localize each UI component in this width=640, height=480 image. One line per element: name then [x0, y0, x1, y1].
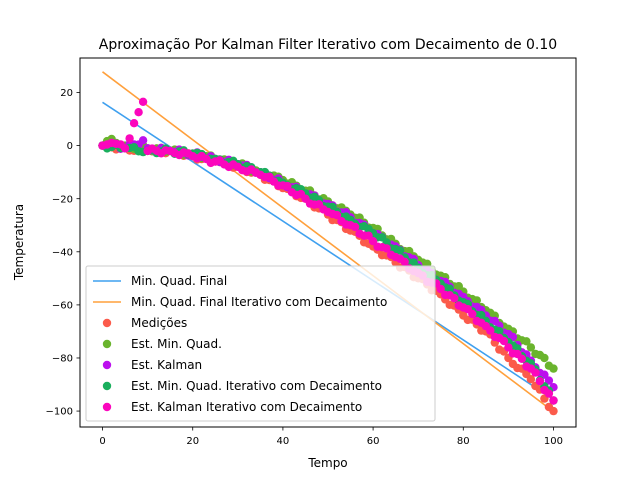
scatter-point: [495, 327, 504, 336]
scatter-point: [504, 343, 513, 352]
x-tick-label: 60: [367, 436, 380, 447]
y-tick-label: 20: [60, 88, 73, 99]
y-tick-label: −20: [52, 194, 73, 205]
legend-label: Est. Kalman: [131, 358, 202, 372]
scatter-point: [549, 406, 558, 416]
scatter-point: [535, 377, 545, 386]
scatter-point: [526, 375, 536, 384]
legend-label: Min. Quad. Final Iterativo com Decaiment…: [131, 295, 387, 309]
scatter-point: [549, 364, 558, 373]
y-axis: 20 0 −20 −40 −60 −80 −100: [46, 88, 80, 418]
line-series-2: [102, 71, 554, 413]
y-axis-label: Temperatura: [12, 204, 26, 281]
chart-title: Aproximação Por Kalman Filter Iterativo …: [99, 37, 557, 53]
legend-label: Min. Quad. Final: [131, 274, 227, 288]
scatter-point: [138, 136, 148, 145]
x-tick-label: 80: [457, 436, 470, 447]
legend-marker-swatch: [102, 318, 112, 328]
scatter-point: [549, 396, 558, 405]
legend-box: [85, 265, 436, 422]
scatter-point: [134, 108, 143, 117]
scatter-point: [531, 368, 540, 377]
scatter-point: [445, 284, 454, 293]
scatter-point: [522, 337, 531, 346]
legend: Min. Quad. Final Min. Quad. Final Iterati…: [85, 265, 436, 422]
scatter-point: [540, 353, 549, 363]
y-tick-label: 0: [67, 141, 73, 152]
scatter-point: [129, 119, 139, 128]
legend-label: Est. Min. Quad.: [131, 337, 222, 351]
scatter-point: [125, 134, 134, 143]
scatter-point: [395, 246, 405, 255]
scatter-point: [120, 144, 130, 153]
legend-marker-swatch: [102, 402, 112, 412]
x-tick-label: 100: [544, 436, 563, 447]
scatter-point: [332, 210, 342, 220]
scatter-point: [486, 326, 495, 335]
legend-marker-swatch: [102, 360, 112, 370]
x-tick-label: 40: [277, 436, 290, 447]
plot-frame: [79, 57, 577, 428]
legend-label: Est. Min. Quad. Iterativo com Decaimento: [131, 379, 382, 393]
scatter-point: [517, 354, 527, 363]
scatter-point: [436, 284, 445, 294]
plot-area: [80, 58, 576, 427]
scatter-point: [350, 222, 360, 232]
legend-label: Medições: [131, 316, 187, 330]
scatter-point: [544, 376, 554, 385]
scatter-point: [400, 257, 409, 266]
y-tick-label: −60: [52, 300, 73, 311]
scatter-point: [138, 97, 148, 107]
y-tick-label: −40: [52, 247, 73, 258]
y-tick-label: −80: [52, 354, 73, 365]
scatter-point: [544, 389, 554, 398]
legend-items: Min. Quad. Final Min. Quad. Final Iterati…: [93, 274, 387, 414]
x-tick-label: 0: [99, 436, 105, 447]
scatter-point: [526, 343, 536, 352]
legend-marker-swatch: [102, 339, 112, 349]
data-marks: [98, 71, 558, 416]
scatter-point: [499, 336, 509, 346]
x-tick-label: 20: [186, 436, 199, 447]
x-axis-label: Tempo: [307, 456, 347, 470]
scatter-point: [468, 309, 477, 319]
scatter-point: [382, 244, 391, 253]
x-axis: 0 20 40 60 80 100: [99, 427, 563, 447]
scatter-point: [472, 296, 481, 305]
legend-marker-swatch: [102, 381, 112, 391]
scatter-point: [450, 294, 459, 303]
scatter-point: [477, 310, 486, 320]
scatter-point: [540, 370, 549, 379]
y-tick-label: −100: [46, 407, 73, 418]
legend-label: Est. Kalman Iterativo com Decaimento: [131, 400, 362, 414]
scatter-point: [283, 181, 292, 191]
